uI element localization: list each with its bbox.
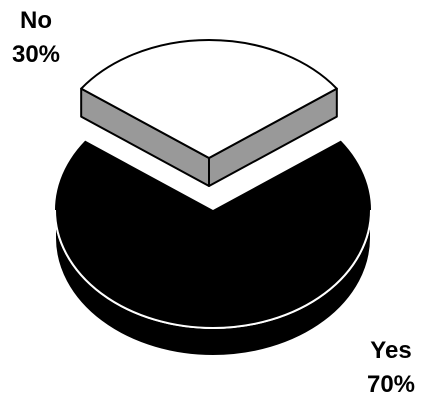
slice-yes-top [55, 140, 372, 329]
slice-no-top [80, 39, 338, 159]
slice-yes [54, 140, 372, 357]
slice-label-yes-name: Yes [370, 337, 412, 364]
slice-label-yes: Yes 70% [360, 334, 422, 399]
slice-label-yes-value: 70% [366, 371, 416, 398]
slice-label-no: No 30% [0, 4, 72, 72]
slice-label-no-name: No [20, 7, 52, 34]
slice-no [80, 39, 338, 187]
slice-yes-rim [54, 209, 372, 329]
slice-label-no-value: 30% [11, 41, 61, 68]
